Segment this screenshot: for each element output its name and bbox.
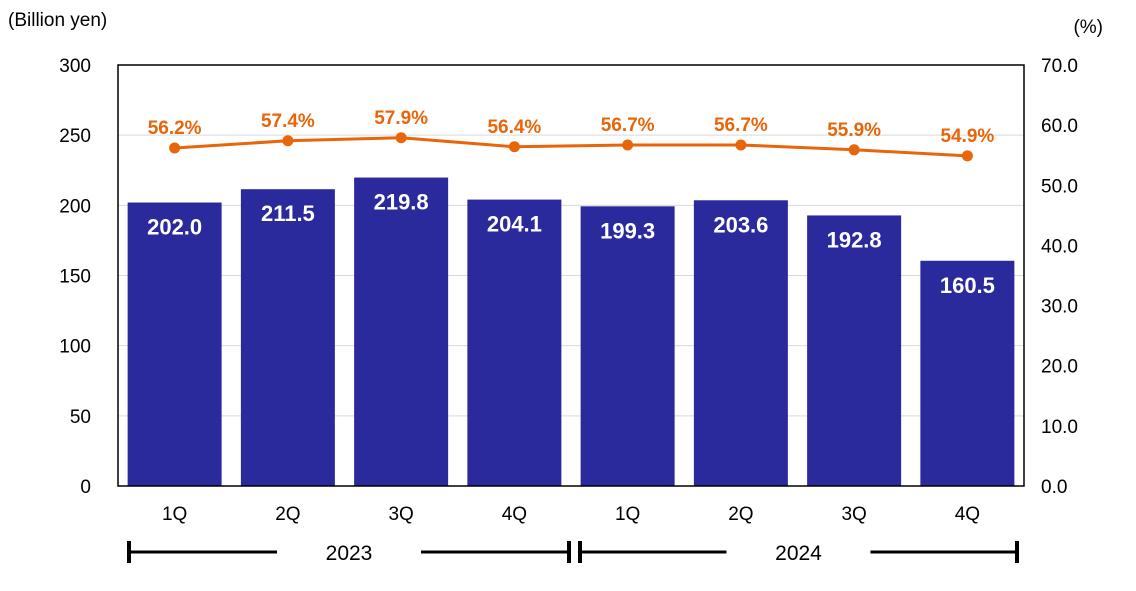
bar-value-label: 192.8 [827, 227, 882, 252]
line-value-label: 54.9% [940, 126, 994, 147]
right-tick-label: 50.0 [1041, 176, 1078, 197]
x-tick-label: 1Q [615, 504, 640, 525]
bar-value-label: 202.0 [147, 215, 202, 240]
right-axis-unit: (%) [1073, 17, 1103, 38]
line-point [395, 132, 407, 144]
line-point [282, 135, 294, 147]
ratio-line [174, 136, 968, 158]
bar-value-label: 160.5 [940, 273, 995, 298]
bar-value-label: 219.8 [374, 190, 429, 215]
bar [240, 189, 335, 486]
line-value-label: 55.9% [827, 120, 881, 141]
bar-value-label: 204.1 [487, 212, 542, 237]
left-axis: 0 50 100 150 200 250 300 [59, 56, 91, 498]
line-value-label: 56.4% [487, 117, 541, 138]
line-value-label: 57.9% [374, 108, 428, 129]
left-tick-label: 200 [59, 196, 91, 217]
right-axis: 0.0 10.0 20.0 30.0 40.0 50.0 60.0 70.0 [1041, 56, 1078, 498]
line-value-label: 56.7% [601, 115, 655, 136]
bar [354, 177, 449, 486]
left-tick-label: 0 [80, 477, 91, 498]
x-tick-label: 2Q [275, 504, 300, 525]
left-tick-label: 300 [59, 56, 91, 77]
x-tick-label: 1Q [162, 504, 187, 525]
bar-value-label: 211.5 [261, 201, 315, 226]
x-tick-label: 3Q [841, 504, 866, 525]
right-tick-label: 10.0 [1041, 417, 1078, 438]
left-tick-label: 100 [59, 337, 91, 358]
bar [127, 202, 222, 486]
right-tick-label: 70.0 [1041, 56, 1078, 77]
bar [693, 200, 788, 487]
line-point [508, 141, 520, 153]
right-tick-label: 0.0 [1041, 477, 1067, 498]
right-tick-label: 40.0 [1041, 236, 1078, 257]
left-tick-label: 250 [59, 126, 91, 147]
line-value-label: 56.2% [148, 118, 202, 139]
x-tick-label: 2Q [728, 504, 753, 525]
left-axis-unit: (Billion yen) [8, 10, 107, 31]
x-tick-label: 4Q [502, 504, 527, 525]
line-point [735, 139, 747, 151]
bar [467, 199, 562, 487]
x-tick-label: 4Q [955, 504, 980, 525]
left-tick-label: 150 [59, 267, 91, 288]
line-value-label: 56.7% [714, 115, 768, 136]
x-axis: 1Q 2Q 3Q 4Q 1Q 2Q 3Q 4Q [162, 504, 980, 525]
line-point [848, 144, 860, 156]
bar [807, 215, 902, 487]
right-tick-label: 20.0 [1041, 357, 1078, 378]
x-tick-label: 3Q [388, 504, 413, 525]
bar [580, 206, 675, 486]
line-point [169, 142, 181, 154]
line-value-label: 57.4% [261, 111, 315, 132]
line-series: 56.2% 57.4% 57.9% 56.4% 56.7% 56.7% 55.9% 54.9% [148, 108, 994, 162]
right-tick-label: 30.0 [1041, 297, 1078, 318]
year-label: 2023 [326, 542, 373, 565]
bar-series: 202.0 211.5 219.8 204.1 199.3 203.6 192.8 160.5 [127, 177, 1015, 487]
line-point [961, 150, 973, 162]
year-brackets: 2023 2024 [127, 541, 1019, 565]
year-label: 2024 [775, 542, 822, 565]
bar-value-label: 203.6 [713, 212, 768, 237]
bar-value-label: 199.3 [600, 218, 655, 243]
left-tick-label: 50 [70, 407, 91, 428]
bar [920, 260, 1015, 486]
line-point [622, 139, 634, 151]
right-tick-label: 60.0 [1041, 116, 1078, 137]
plot-frame [117, 64, 1025, 487]
